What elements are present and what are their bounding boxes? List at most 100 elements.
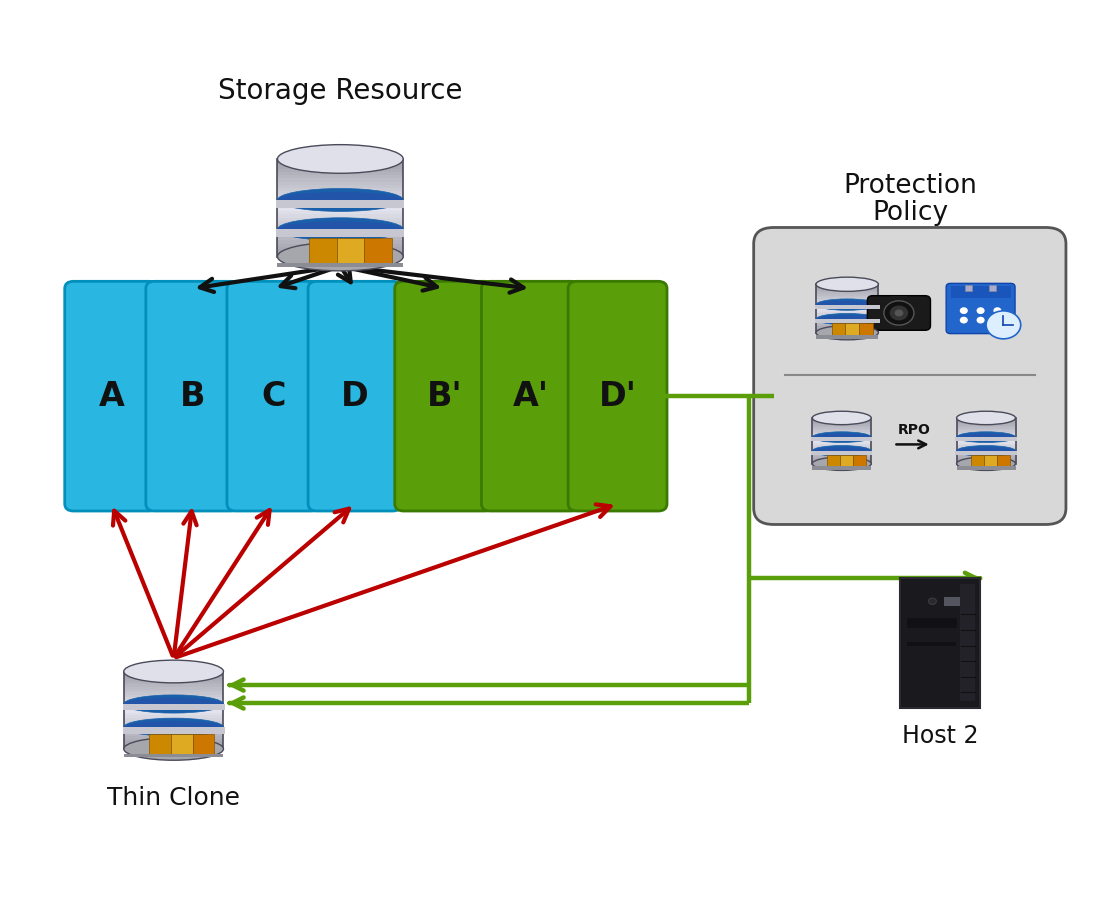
Bar	[277, 264, 403, 267]
Text: D': D'	[598, 380, 636, 413]
Bar	[907, 643, 957, 645]
Bar	[957, 419, 1016, 421]
Bar	[815, 311, 879, 313]
Bar	[853, 454, 866, 468]
Circle shape	[883, 301, 913, 325]
Bar	[957, 449, 1016, 452]
Bar	[277, 188, 403, 192]
Ellipse shape	[815, 315, 879, 323]
Bar	[124, 702, 224, 705]
Bar	[812, 439, 871, 441]
Bar	[812, 454, 871, 456]
Bar	[124, 743, 224, 746]
Ellipse shape	[124, 721, 224, 734]
Bar	[277, 220, 403, 224]
Ellipse shape	[815, 277, 879, 292]
Bar	[815, 284, 879, 333]
Bar	[277, 249, 403, 253]
Bar	[815, 308, 879, 310]
Bar	[812, 457, 871, 459]
Bar	[815, 295, 879, 297]
Bar	[812, 460, 871, 463]
Bar	[277, 175, 403, 178]
Bar	[815, 285, 879, 287]
Bar	[815, 303, 879, 305]
Bar	[277, 211, 403, 214]
Bar	[124, 754, 224, 758]
Bar	[957, 433, 1016, 435]
FancyBboxPatch shape	[146, 282, 240, 511]
Text: Protection: Protection	[843, 173, 977, 199]
Text: A': A'	[512, 380, 549, 413]
Bar	[815, 306, 879, 309]
Bar	[812, 446, 871, 448]
Bar	[957, 429, 1016, 432]
Text: Policy: Policy	[872, 200, 948, 226]
Bar	[815, 298, 879, 301]
Bar	[957, 462, 1016, 464]
Bar	[336, 238, 364, 266]
Ellipse shape	[812, 411, 871, 425]
Ellipse shape	[957, 432, 1016, 443]
Ellipse shape	[124, 695, 224, 713]
Bar	[277, 181, 403, 185]
Bar	[815, 328, 879, 329]
Bar	[815, 289, 879, 291]
Circle shape	[928, 598, 937, 605]
Bar	[815, 324, 879, 327]
FancyBboxPatch shape	[394, 282, 494, 511]
Ellipse shape	[812, 432, 871, 443]
Bar	[815, 313, 879, 315]
FancyBboxPatch shape	[868, 296, 930, 330]
FancyBboxPatch shape	[309, 282, 401, 511]
Bar	[957, 448, 1016, 450]
Bar	[276, 200, 404, 208]
Bar	[124, 687, 224, 689]
Ellipse shape	[812, 446, 871, 456]
Bar	[812, 440, 871, 443]
Bar	[957, 420, 1016, 422]
Bar	[277, 253, 403, 256]
Bar	[812, 431, 871, 433]
Text: Storage Resource: Storage Resource	[218, 76, 462, 104]
Text: C: C	[262, 380, 286, 413]
Bar	[124, 676, 224, 680]
Bar	[812, 418, 871, 419]
Bar	[309, 238, 336, 266]
Bar	[957, 453, 1016, 454]
Ellipse shape	[124, 661, 224, 683]
Bar	[812, 436, 871, 437]
Bar	[170, 734, 193, 756]
Bar	[124, 673, 224, 677]
Bar	[900, 578, 980, 708]
Bar	[815, 322, 879, 325]
Bar	[812, 448, 871, 450]
Bar	[812, 424, 871, 426]
Bar	[124, 723, 224, 725]
Bar	[277, 230, 403, 234]
Ellipse shape	[957, 447, 1016, 454]
Ellipse shape	[957, 434, 1016, 441]
Bar	[815, 316, 879, 319]
Bar	[812, 445, 871, 447]
Bar	[124, 728, 224, 731]
Bar	[124, 697, 224, 700]
Bar	[815, 292, 879, 294]
Bar	[957, 422, 1016, 424]
Text: Thin Clone: Thin Clone	[107, 787, 241, 811]
Bar	[124, 694, 224, 698]
Ellipse shape	[277, 221, 403, 237]
Bar	[907, 618, 957, 627]
Ellipse shape	[812, 457, 871, 471]
FancyBboxPatch shape	[568, 282, 667, 511]
Bar	[124, 731, 224, 734]
Ellipse shape	[277, 188, 403, 212]
Bar	[846, 323, 859, 337]
Text: A: A	[98, 380, 125, 413]
Ellipse shape	[277, 218, 403, 240]
Bar	[957, 437, 1016, 439]
Bar	[277, 243, 403, 247]
Circle shape	[994, 318, 1000, 323]
Bar	[815, 302, 879, 303]
Bar	[957, 445, 1016, 447]
